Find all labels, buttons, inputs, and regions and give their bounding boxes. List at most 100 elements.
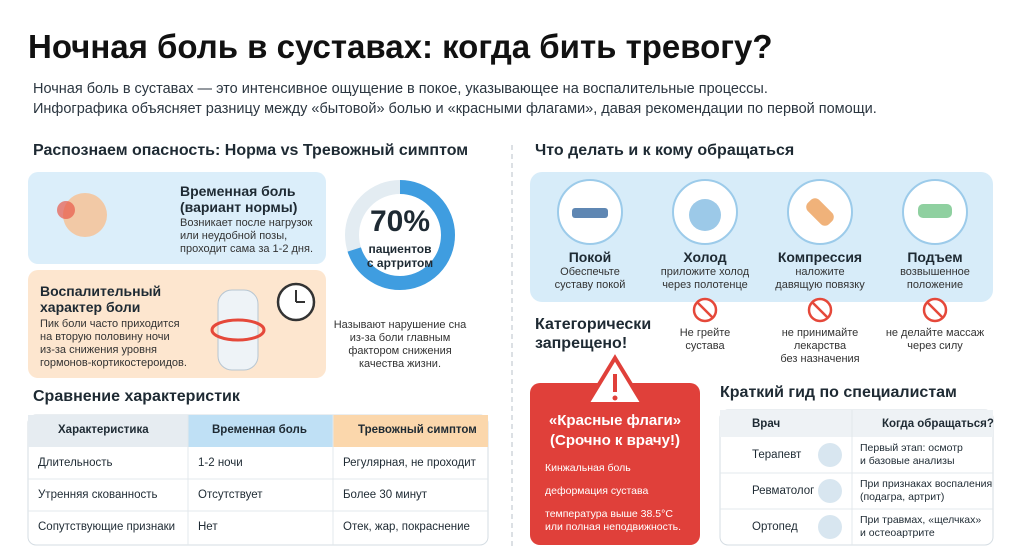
doctor-name: Ревматолог — [752, 485, 815, 497]
stat-label: пациентов — [368, 242, 432, 256]
subtitle: Инфографика объясняет разницу между «быт… — [33, 101, 877, 117]
stat-text: фактором снижения — [348, 345, 452, 357]
action-text: Обеспечьте — [560, 266, 620, 278]
forbidden-text: Не грейте — [679, 327, 731, 339]
stat-text: Называют нарушение сна — [333, 319, 467, 331]
table-header — [720, 410, 993, 437]
doctor-icon — [818, 443, 842, 467]
stat-value: 70% — [369, 205, 431, 238]
card-title: характер боли — [40, 299, 141, 315]
section-heading: Распознаем опасность: Норма vs Тревожный… — [33, 142, 469, 159]
red-flag-item: температура выше 38.5°C — [545, 508, 673, 520]
card-text: проходит сама за 1-2 дня. — [180, 243, 314, 255]
table-cell: Длительность — [38, 457, 113, 469]
subtitle: Ночная боль в суставах — это интенсивное… — [33, 81, 768, 97]
red-flag-item: или полная неподвижность. — [545, 521, 682, 533]
table-cell: Утренняя скованность — [38, 489, 158, 501]
column-header: Тревожный симптом — [358, 424, 477, 436]
forbidden-text: не делайте массаж — [885, 327, 985, 339]
red-flags-title: «Красные флаги» — [548, 412, 682, 429]
forbid-slash — [696, 301, 714, 319]
card-text: на вторую половину ночи — [40, 331, 170, 343]
table-header-cell — [28, 415, 188, 447]
doctor-icon — [818, 515, 842, 539]
forbidden-heading: запрещено! — [535, 335, 628, 352]
action-text: суставу покой — [554, 279, 626, 291]
warning-dot — [612, 395, 618, 401]
section-heading: Краткий гид по специалистам — [720, 384, 957, 401]
forbidden-text: без назначения — [780, 353, 860, 365]
actions-band — [530, 172, 993, 302]
doctor-when: и базовые анализы — [860, 455, 955, 467]
table-cell: Более 30 минут — [343, 489, 428, 501]
forbid-slash — [926, 301, 944, 319]
action-text: давящую повязку — [775, 279, 865, 291]
table-cell: Сопутствующие признаки — [38, 521, 176, 533]
action-title: Компрессия — [777, 249, 863, 265]
card-title: Воспалительный — [40, 283, 162, 299]
action-text: наложите — [795, 266, 845, 278]
red-flags-box — [530, 383, 700, 545]
normal-card — [28, 172, 326, 264]
section-heading: Сравнение характеристик — [33, 388, 240, 405]
action-title: Холод — [683, 249, 727, 265]
forbid-slash — [811, 301, 829, 319]
bandage-icon — [806, 198, 834, 226]
pain-icon — [57, 201, 75, 219]
card-text: Возникает после нагрузок — [180, 217, 313, 229]
doctor-icon — [818, 479, 842, 503]
column-header: Когда обращаться? — [882, 418, 994, 430]
card-text: гормонов-кортикостероидов. — [40, 357, 187, 369]
card-text: Пик боли часто приходится — [40, 318, 180, 330]
person-icon — [63, 193, 107, 237]
table-cell: Отсутствует — [198, 489, 263, 501]
table-cell: Регулярная, не проходит — [343, 457, 476, 469]
forbidden-heading: Категорически — [535, 316, 652, 333]
knee-icon — [217, 289, 259, 371]
column-header: Врач — [752, 418, 781, 430]
column-header: Временная боль — [212, 424, 307, 436]
ice-icon — [689, 199, 721, 231]
table-cell: Нет — [198, 521, 218, 533]
action-text: возвышенное — [900, 266, 970, 278]
table-cell: 1-2 ночи — [198, 457, 243, 469]
column-header: Характеристика — [58, 424, 149, 436]
doctor-when: При признаках воспаления — [860, 478, 993, 490]
doctor-name: Ортопед — [752, 521, 798, 533]
table-header-cell — [188, 415, 333, 447]
pillow-icon — [918, 204, 952, 218]
doctor-name: Терапевт — [752, 449, 802, 461]
action-title: Подъем — [907, 249, 963, 265]
red-flags-title: (Срочно к врачу!) — [550, 432, 680, 449]
inflammation-icon — [210, 318, 266, 342]
forbidden-text: лекарства — [793, 340, 847, 352]
doctor-when: При травмах, «щелчках» — [860, 514, 982, 526]
action-text: через полотенце — [662, 279, 748, 291]
forbidden-text: сустава — [685, 340, 725, 352]
doctor-when: Первый этап: осмотр — [860, 442, 963, 454]
stat-text: из-за боли главным — [349, 332, 451, 344]
action-title: Покой — [568, 249, 612, 265]
section-heading: Что делать и к кому обращаться — [535, 142, 795, 159]
stat-label: с артритом — [366, 256, 434, 270]
table-header-cell — [333, 415, 488, 447]
card-text: из-за снижения уровня — [40, 344, 157, 356]
doctor-when: и остеоартрите — [860, 527, 935, 539]
table-cell: Отек, жар, покраснение — [343, 521, 470, 533]
bed-icon — [572, 208, 608, 218]
action-text: приложите холод — [660, 266, 750, 278]
forbidden-text: не принимайте — [781, 327, 859, 339]
title: Ночная боль в суставах: когда бить трево… — [28, 28, 773, 65]
stat-ring — [345, 180, 455, 290]
card-text: или неудобной позы, — [180, 230, 288, 242]
card-title: (вариант нормы) — [180, 199, 298, 215]
forbidden-text: через силу — [907, 340, 963, 352]
action-text: положение — [906, 279, 964, 291]
red-flag-item: деформация сустава — [545, 485, 649, 497]
red-flag-item: Кинжальная боль — [545, 462, 631, 474]
doctor-when: (подагра, артрит) — [860, 491, 945, 503]
card-title: Временная боль — [180, 183, 296, 199]
stat-text: качества жизни. — [358, 358, 442, 370]
